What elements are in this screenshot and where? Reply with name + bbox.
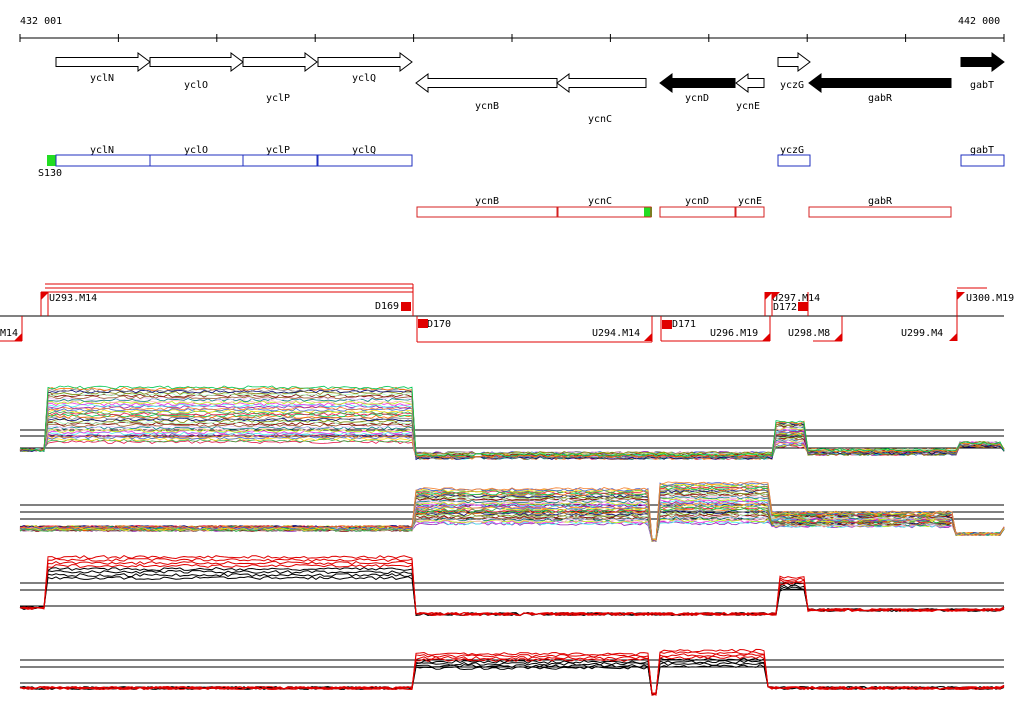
segment-label-D170: D170 bbox=[427, 319, 451, 330]
gene-label-yczG: yczG bbox=[780, 80, 804, 91]
operon-label-yczG: yczG bbox=[780, 145, 804, 156]
operon-label-yclN: yclN bbox=[90, 145, 114, 156]
promoter-label: S130 bbox=[38, 168, 62, 179]
expression-trace bbox=[19, 489, 1005, 542]
expression-trace bbox=[19, 648, 1005, 696]
operon-box-yclO bbox=[149, 154, 244, 167]
operon-box-gabT bbox=[960, 154, 1005, 167]
segment-flag bbox=[762, 333, 770, 341]
expression-trace bbox=[19, 482, 1005, 542]
gene-label-gabT: gabT bbox=[970, 80, 994, 91]
operon-label-ycnD: ycnD bbox=[685, 196, 709, 207]
gene-arrow-yclP bbox=[242, 52, 318, 72]
gene-label-gabR: gabR bbox=[868, 93, 893, 104]
gene-arrow-ycnE bbox=[735, 73, 765, 93]
expression-trace bbox=[19, 484, 1005, 541]
operon-box-gabR bbox=[808, 206, 952, 218]
operon-label-ycnB: ycnB bbox=[475, 196, 499, 207]
gene-label-ycnC: ycnC bbox=[588, 114, 612, 125]
operon-label-yclO: yclO bbox=[184, 145, 208, 156]
gene-arrow-yclQ bbox=[317, 52, 413, 72]
expression-trace bbox=[19, 389, 1005, 461]
gene-arrow-ycnC bbox=[556, 73, 647, 93]
expression-trace bbox=[19, 555, 1005, 616]
ruler-end-label: 442 000 bbox=[958, 16, 1000, 27]
segment-marker bbox=[798, 302, 808, 311]
operon-label-gabT: gabT bbox=[970, 145, 994, 156]
segment-label-U297-M14: U297.M14 bbox=[772, 293, 820, 304]
segment-label-D171: D171 bbox=[672, 319, 696, 330]
segment-flag bbox=[772, 292, 780, 300]
operon-label-yclP: yclP bbox=[266, 145, 290, 156]
segment-label-U294-M14: U294.M14 bbox=[592, 328, 640, 339]
segment-marker bbox=[401, 302, 411, 311]
expression-panel-1 bbox=[19, 385, 1005, 461]
segment-label-M14: M14 bbox=[0, 328, 18, 339]
segment-flag bbox=[834, 333, 842, 341]
operon-box-yclQ bbox=[317, 154, 413, 167]
operon-box-ycnB bbox=[416, 206, 558, 218]
gene-arrow-gabT bbox=[960, 52, 1005, 72]
segment-flag bbox=[14, 333, 22, 341]
segment-flag bbox=[41, 292, 49, 300]
operon-label-yclQ: yclQ bbox=[352, 145, 376, 156]
segment-flag bbox=[765, 292, 773, 300]
expression-trace bbox=[19, 481, 1005, 541]
segment-track: U293.M14 D169 U297.M14 D172 U300.M19 M14… bbox=[0, 283, 1014, 343]
gene-label-yclN: yclN bbox=[90, 73, 114, 84]
terminator-marker bbox=[644, 207, 652, 217]
coordinate-ruler: 432 001 442 000 bbox=[19, 16, 1005, 42]
segment-label-U299-M4: U299.M4 bbox=[901, 328, 943, 339]
segment-marker bbox=[418, 319, 428, 328]
operon-label-ycnC: ycnC bbox=[588, 196, 612, 207]
operon-box-yclP bbox=[242, 154, 318, 167]
gene-arrow-gabR bbox=[808, 73, 952, 93]
operon-label-gabR: gabR bbox=[868, 196, 893, 207]
segment-flag bbox=[957, 292, 965, 300]
gene-label-ycnE: ycnE bbox=[736, 101, 760, 112]
gene-arrow-ycnB bbox=[415, 73, 558, 93]
operon-label-ycnE: ycnE bbox=[738, 196, 762, 207]
gene-label-yclO: yclO bbox=[184, 80, 208, 91]
expression-trace bbox=[19, 664, 1005, 696]
operon-plus-track: S130 yclN yclO yclP yclQ yczG gabT bbox=[38, 145, 1005, 179]
gene-label-ycnD: ycnD bbox=[685, 93, 709, 104]
expression-trace bbox=[19, 385, 1005, 457]
segment-flag bbox=[644, 333, 652, 341]
segment-marker bbox=[662, 320, 672, 329]
gene-arrow-yczG bbox=[777, 52, 811, 72]
gene-track: yclN yclO yclP yclQ ycnB ycnC ycnD ycnE … bbox=[55, 52, 1005, 125]
gene-arrow-yclO bbox=[149, 52, 244, 72]
expression-panel-2 bbox=[19, 481, 1005, 542]
operon-box-yczG bbox=[777, 154, 811, 167]
operon-box-yclN bbox=[55, 154, 151, 167]
expression-panel-4 bbox=[19, 648, 1005, 696]
expression-panel-3 bbox=[19, 555, 1005, 617]
segment-flag bbox=[949, 333, 957, 341]
ruler-ticks bbox=[19, 34, 1005, 42]
segment-label-D172: D172 bbox=[773, 302, 797, 313]
gene-arrow-yclN bbox=[55, 52, 151, 72]
segment-label-U300-M19: U300.M19 bbox=[966, 293, 1014, 304]
ruler-start-label: 432 001 bbox=[20, 16, 62, 27]
gene-arrow-ycnD bbox=[659, 73, 736, 93]
gene-label-ycnB: ycnB bbox=[475, 101, 499, 112]
gene-label-yclQ: yclQ bbox=[352, 73, 376, 84]
segment-label-U293-M14: U293.M14 bbox=[49, 293, 97, 304]
expression-trace bbox=[19, 655, 1005, 695]
gene-label-yclP: yclP bbox=[266, 93, 290, 104]
segment-label-D169: D169 bbox=[375, 301, 399, 312]
operon-box-ycnD bbox=[659, 206, 736, 218]
segment-label-U298-M8: U298.M8 bbox=[788, 328, 830, 339]
segment-label-U296-M19: U296.M19 bbox=[710, 328, 758, 339]
operon-box-ycnC bbox=[557, 206, 652, 218]
operon-minus-track: ycnB ycnC ycnD ycnE gabR bbox=[416, 196, 952, 218]
expression-trace bbox=[19, 557, 1005, 617]
expression-trace bbox=[19, 560, 1005, 617]
expression-panels bbox=[19, 385, 1005, 696]
promoter-marker bbox=[47, 155, 56, 166]
expression-trace bbox=[19, 483, 1005, 541]
operon-box-ycnE bbox=[735, 206, 765, 218]
